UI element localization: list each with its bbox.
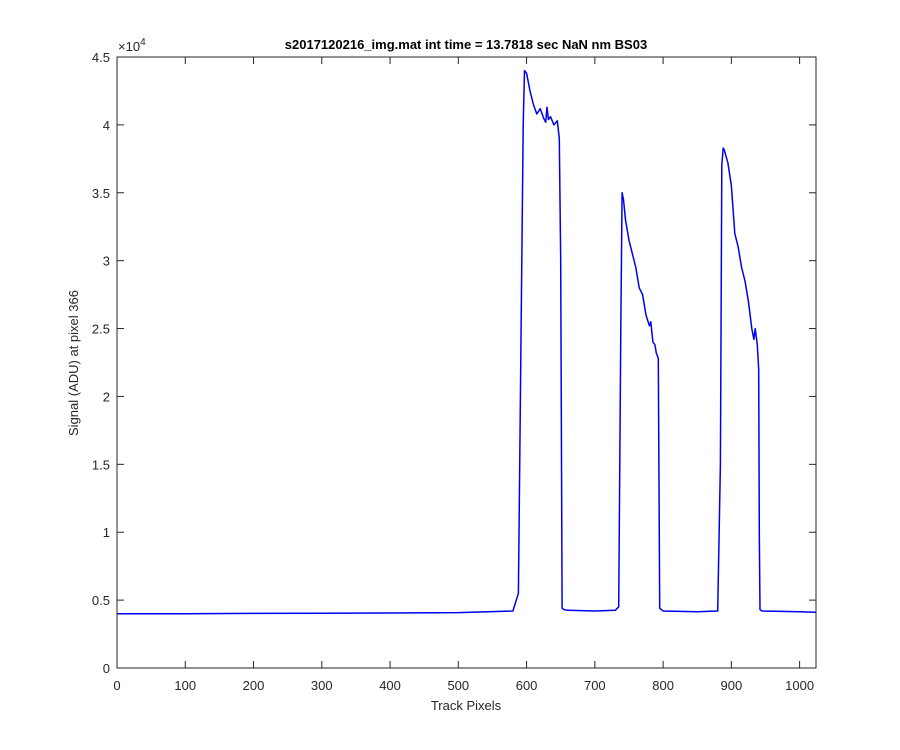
y-tick-label: 0.5 [92,593,110,608]
x-tick-label: 400 [379,678,401,693]
y-tick-label: 2.5 [92,322,110,337]
x-tick-label: 100 [174,678,196,693]
x-tick-label: 900 [721,678,743,693]
x-axis-label: Track Pixels [431,698,502,713]
y-tick-label: 0 [103,661,110,676]
y-tick-label: 3 [103,254,110,269]
x-tick-label: 600 [516,678,538,693]
y-exponent-power: 4 [140,37,146,48]
x-tick-label: 0 [113,678,120,693]
series-group [117,69,817,615]
labels: s2017120216_img.mat int time = 13.7818 s… [66,37,647,713]
axes [116,56,817,669]
plot-box [116,56,817,669]
y-tick-label: 4.5 [92,50,110,65]
chart-title: s2017120216_img.mat int time = 13.7818 s… [285,37,647,52]
series-line [117,69,817,615]
ticks: 0 100 200 300 400 500 600 700 800 900 1000 0 0.5 1 1.5… [92,50,816,693]
x-tick-label: 200 [243,678,265,693]
y-exponent-base: ×10 [118,39,140,54]
y-tick-label: 2 [103,389,110,404]
y-tick-label: 1.5 [92,457,110,472]
y-axis-label: Signal (ADU) at pixel 366 [66,290,81,436]
x-tick-label: 500 [447,678,469,693]
y-tick-label: 4 [103,118,110,133]
x-tick-label: 1000 [785,678,814,693]
y-tick-label: 1 [103,525,110,540]
x-tick-label: 700 [584,678,606,693]
x-tick-label: 300 [311,678,333,693]
x-tick-label: 800 [652,678,674,693]
y-tick-label: 3.5 [92,186,110,201]
y-axis-exponent: ×104 [118,37,146,54]
